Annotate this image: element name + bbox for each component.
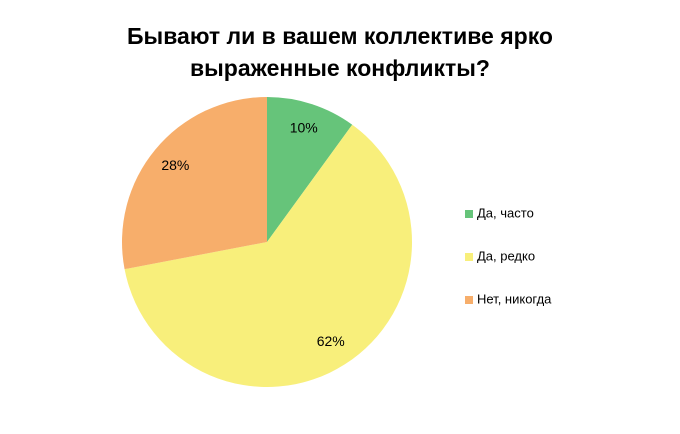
legend-swatch	[465, 253, 473, 261]
data-label: 62%	[317, 333, 345, 349]
pie-slice	[121, 97, 267, 270]
pie-slice	[267, 97, 353, 242]
legend-label: Да, редко	[477, 248, 535, 263]
chart-title: Бывают ли в вашем коллективе ярко выраже…	[127, 23, 553, 81]
legend-label: Нет, никогда	[477, 291, 552, 306]
legend-swatch	[465, 210, 473, 218]
legend-swatch	[465, 296, 473, 304]
data-label: 28%	[161, 157, 189, 173]
data-label: 10%	[290, 120, 318, 136]
pie-slice	[124, 124, 412, 387]
legend-label: Да, часто	[477, 205, 534, 220]
